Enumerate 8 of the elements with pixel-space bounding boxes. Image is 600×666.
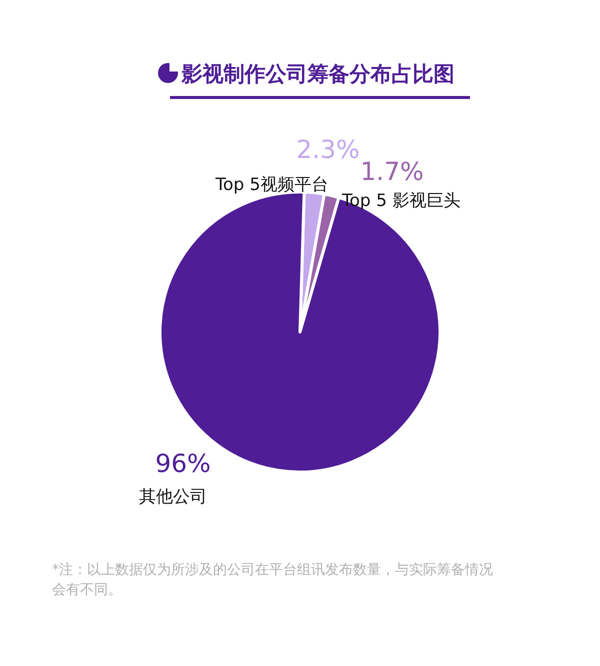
slice-label: 其他公司 xyxy=(139,487,207,507)
chart-title: 影视制作公司筹备分布占比图 xyxy=(180,62,454,86)
data-label: 2.3% xyxy=(296,135,360,164)
slice-label: Top 5视频平台 xyxy=(214,175,328,195)
data-label: 96% xyxy=(155,449,211,478)
slice-label: Top 5 影视巨头 xyxy=(341,191,460,211)
text: *注：以上数据仅为所涉及的公司在平台组讯发布数量，与实际筹备情况会有不同。 xyxy=(52,562,493,598)
data-label: 1.7% xyxy=(360,157,424,186)
